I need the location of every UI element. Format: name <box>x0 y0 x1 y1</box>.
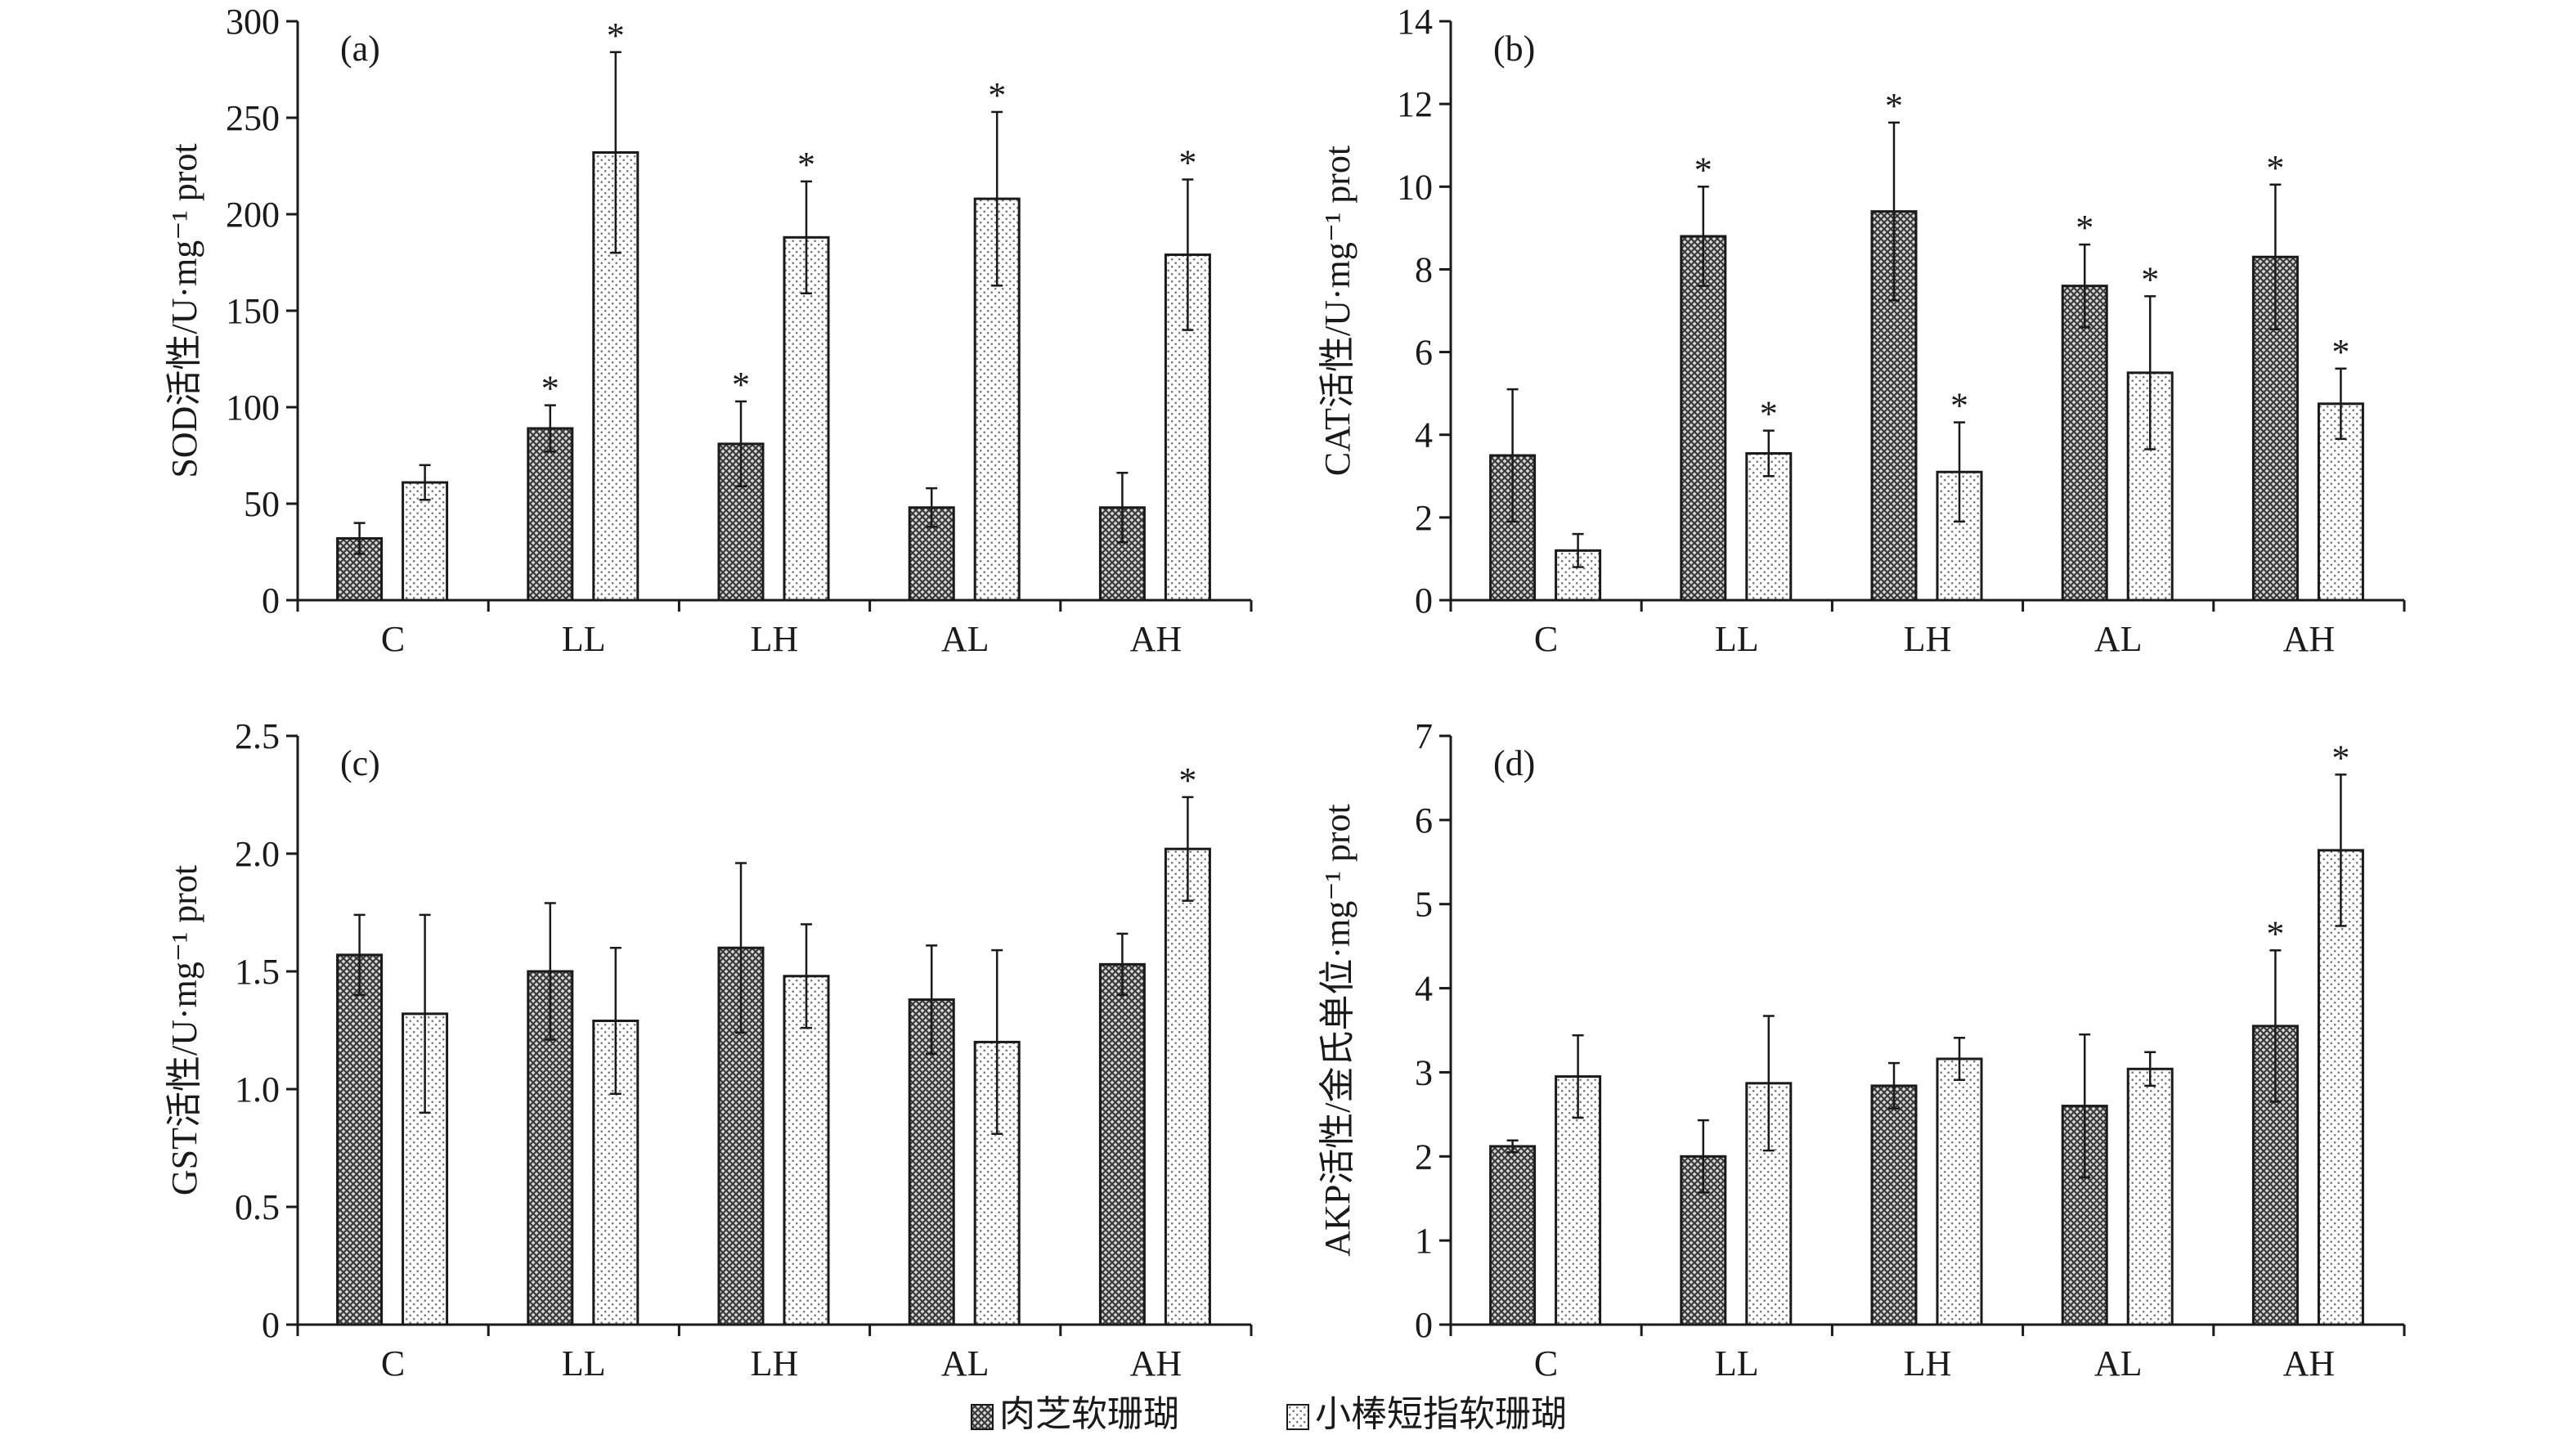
panel-label: (c) <box>340 743 380 783</box>
significance-marker: * <box>797 145 815 185</box>
y-tick-label: 3 <box>1415 1052 1433 1092</box>
significance-marker: * <box>1178 760 1196 800</box>
significance-marker: * <box>1694 150 1712 190</box>
x-tick-label: AH <box>1130 1343 1183 1383</box>
bar-series-2 <box>783 975 830 1326</box>
x-tick-label: LL <box>1715 619 1759 659</box>
y-tick-label: 7 <box>1415 716 1433 756</box>
significance-marker: * <box>2266 913 2284 953</box>
x-tick-label: C <box>381 1343 405 1383</box>
x-tick-label: AL <box>941 619 990 659</box>
significance-marker: * <box>2141 259 2159 299</box>
y-tick-label: 2 <box>1415 1137 1433 1177</box>
bar-series-2 <box>1164 847 1211 1326</box>
y-tick-label: 10 <box>1397 167 1433 207</box>
panel-label: (a) <box>340 29 380 69</box>
legend-swatch-series-2 <box>1286 1404 1309 1430</box>
x-tick-label: AH <box>2283 1343 2336 1383</box>
chart-panel-d: 0 1 2 3 4 5 6 7 C LL LH AL AH AKP活性/金氏单位·mg⁻¹ prot (d)… <box>1317 716 2406 1383</box>
y-axis-title: SOD活性/U·mg⁻¹ prot <box>164 143 204 478</box>
y-tick-label: 0 <box>262 1305 280 1345</box>
legend-label-series-2: 小棒短指软珊瑚 <box>1315 1393 1567 1435</box>
x-tick-label: LL <box>562 619 606 659</box>
panel-label: (d) <box>1493 743 1535 783</box>
significance-marker: * <box>541 369 559 409</box>
chart-panel-c: 0 0.5 1.0 1.5 2.0 2.5 C LL LH AL AH GST活性/U·mg⁻¹ pr… <box>164 716 1253 1383</box>
panel-label: (b) <box>1493 29 1535 69</box>
y-tick-label: 2.5 <box>235 716 280 756</box>
bar-series-1 <box>2061 285 2108 602</box>
y-tick-label: 100 <box>226 388 280 428</box>
x-tick-label: C <box>1534 1343 1558 1383</box>
y-tick-label: 2 <box>1415 498 1433 538</box>
y-tick-label: 0 <box>1415 581 1433 621</box>
x-tick-label: AL <box>941 1343 990 1383</box>
chart-legend: 肉芝软珊瑚 小棒短指软珊瑚 <box>971 1393 1567 1435</box>
y-axis-title: AKP活性/金氏单位·mg⁻¹ prot <box>1317 804 1358 1256</box>
x-tick-label: AH <box>1130 619 1183 659</box>
y-tick-label: 4 <box>1415 415 1433 455</box>
bar-series-2 <box>1936 1057 1983 1326</box>
y-tick-label: 4 <box>1415 969 1433 1009</box>
x-tick-label: LL <box>562 1343 606 1383</box>
y-tick-label: 50 <box>244 484 280 524</box>
x-tick-label: AL <box>2094 1343 2143 1383</box>
legend-swatch-series-1 <box>971 1404 994 1430</box>
x-tick-label: LL <box>1715 1343 1759 1383</box>
bar-series-1 <box>1870 1084 1918 1326</box>
chart-panel-b: 0 2 4 6 8 10 12 14 C LL LH AL AH CAT活性/U·mg⁻¹ prot (b)… <box>1317 2 2406 659</box>
bar-series-2 <box>973 197 1021 602</box>
y-tick-label: 2.0 <box>235 834 280 874</box>
bar-series-2 <box>2126 1067 2174 1326</box>
y-tick-label: 0.5 <box>235 1187 280 1227</box>
significance-marker: * <box>2076 208 2094 248</box>
bar-series-1 <box>336 953 384 1326</box>
y-tick-label: 1 <box>1415 1221 1433 1261</box>
bar-series-1 <box>527 427 574 602</box>
bar-series-1 <box>1680 235 1727 602</box>
bar-series-1 <box>527 970 574 1326</box>
significance-marker: * <box>2266 148 2284 188</box>
y-tick-label: 12 <box>1397 84 1433 124</box>
y-tick-label: 1.0 <box>235 1070 280 1110</box>
legend-label-series-1: 肉芝软珊瑚 <box>999 1393 1179 1435</box>
x-tick-label: C <box>1534 619 1558 659</box>
x-tick-label: C <box>381 619 405 659</box>
y-tick-label: 14 <box>1397 2 1433 42</box>
x-tick-label: LH <box>751 1343 799 1383</box>
y-tick-label: 0 <box>1415 1305 1433 1345</box>
x-tick-label: LH <box>1904 619 1952 659</box>
y-tick-label: 150 <box>226 291 280 331</box>
y-tick-label: 5 <box>1415 885 1433 925</box>
y-tick-label: 200 <box>226 195 280 235</box>
significance-marker: * <box>2331 332 2349 372</box>
bar-series-2 <box>402 481 449 602</box>
bar-series-2 <box>783 235 830 602</box>
y-tick-label: 6 <box>1415 333 1433 373</box>
significance-marker: * <box>732 365 750 405</box>
bar-series-1 <box>1098 962 1146 1326</box>
y-axis-title: CAT活性/U·mg⁻¹ prot <box>1317 146 1358 476</box>
significance-marker: * <box>1760 394 1778 434</box>
y-tick-label: 8 <box>1415 249 1433 289</box>
bar-series-1 <box>1489 1145 1537 1326</box>
x-tick-label: LH <box>1904 1343 1952 1383</box>
y-tick-label: 6 <box>1415 800 1433 841</box>
y-axis-title: GST活性/U·mg⁻¹ prot <box>164 865 204 1195</box>
y-tick-label: 250 <box>226 98 280 138</box>
y-tick-label: 300 <box>226 2 280 42</box>
significance-marker: * <box>1885 86 1903 126</box>
significance-marker: * <box>2331 738 2349 778</box>
x-tick-label: AL <box>2094 619 2143 659</box>
chart-panel-a: 0 50 100 150 200 250 300 C LL LH AL AH SOD活性/U·mg⁻¹ … <box>164 2 1253 659</box>
significance-marker: * <box>607 16 625 56</box>
x-tick-label: AH <box>2283 619 2336 659</box>
significance-marker: * <box>1178 143 1196 183</box>
x-tick-label: LH <box>751 619 799 659</box>
significance-marker: * <box>988 75 1006 115</box>
y-tick-label: 1.5 <box>235 952 280 992</box>
y-tick-label: 0 <box>262 581 280 621</box>
significance-marker: * <box>1950 386 1968 426</box>
